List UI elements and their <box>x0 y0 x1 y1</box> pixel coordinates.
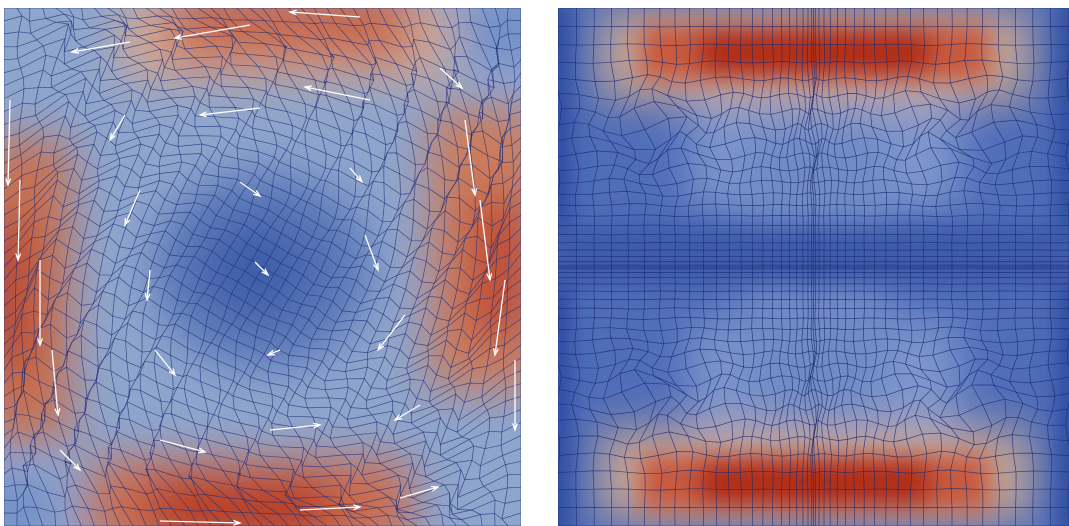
screenshot <box>0 0 1069 526</box>
right-panel <box>540 0 1069 526</box>
left-panel <box>0 0 540 526</box>
